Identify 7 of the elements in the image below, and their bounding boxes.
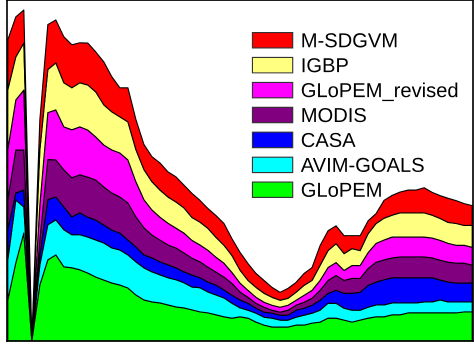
legend-label: GLoPEM_revised [302, 82, 458, 102]
legend-label: M-SDGVM [302, 33, 396, 48]
legend-label: GLoPEM [302, 182, 381, 197]
legend-label: MODIS [302, 108, 366, 122]
legend-label: AVIM-GOALS [300, 158, 424, 172]
legend-label: CASA [302, 132, 356, 148]
legend-label: IGBP [302, 58, 348, 72]
